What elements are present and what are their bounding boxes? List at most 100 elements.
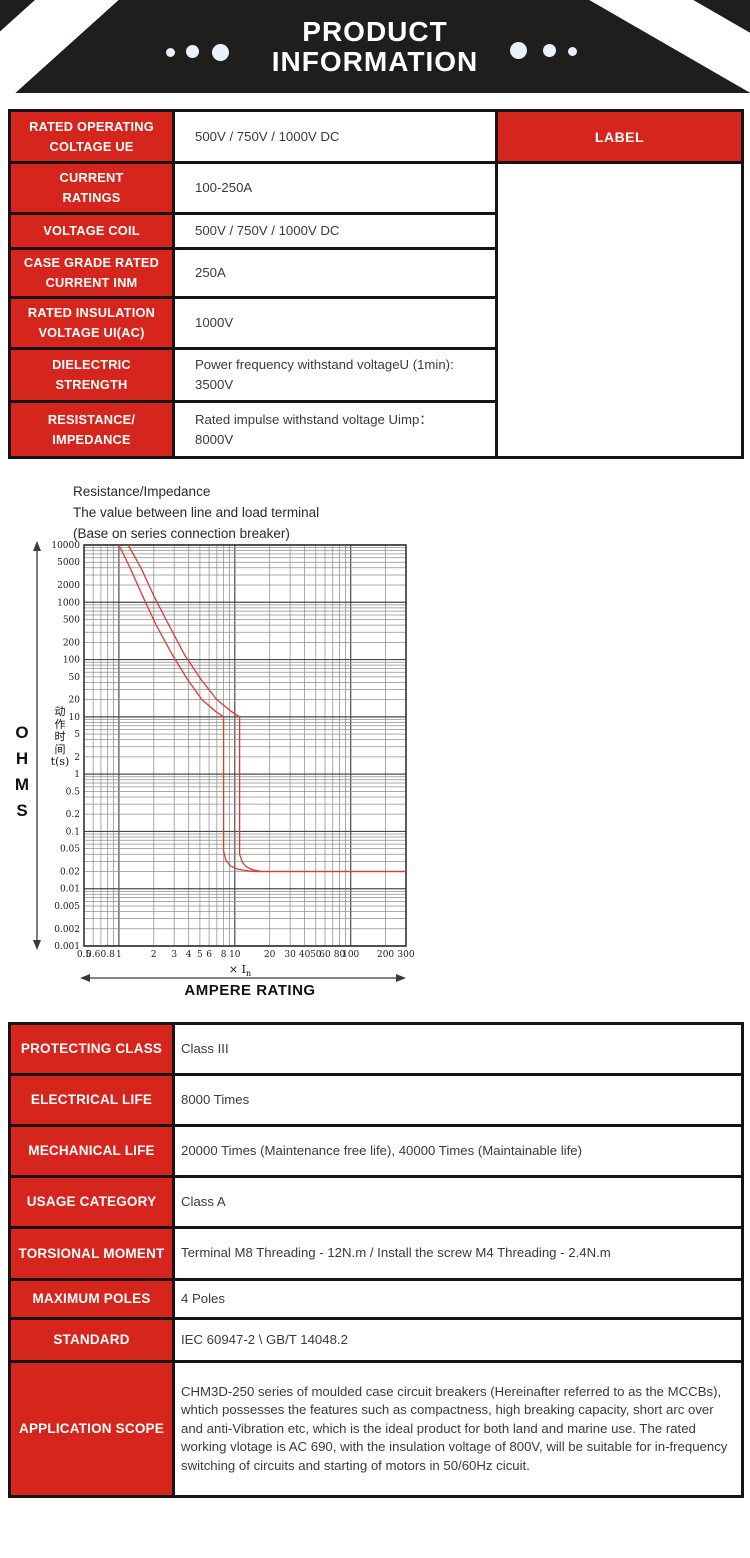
chart-title-line: The value between line and load terminal <box>73 505 320 520</box>
header-banner: PRODUCT INFORMATION <box>0 0 750 93</box>
spec-value: IEC 60947-2 \ GB/T 14048.2 <box>172 1317 744 1363</box>
x-axis-unit-text: × I <box>228 963 246 976</box>
x-tick-label: 4 <box>186 950 192 960</box>
x-tick-label: 100 <box>342 950 359 960</box>
x-tick-label: 0.6 <box>86 950 101 960</box>
x-axis-unit: × In <box>140 963 340 978</box>
y-tick-label: 10000 <box>51 541 80 551</box>
x-tick-label: 50 <box>310 950 322 960</box>
x-axis-unit-subscript: n <box>245 969 252 979</box>
table-row: PROTECTING CLASS Class III <box>8 1022 744 1076</box>
spec-value: 100-250A <box>172 161 498 215</box>
trip-curve-min <box>118 544 406 873</box>
x-tick-label: 60 <box>319 950 331 960</box>
table-row: RESISTANCE/ IMPEDANCE Rated impulse with… <box>8 400 743 459</box>
spec-value: 8000 Times <box>172 1073 744 1127</box>
y-tick-label: 50 <box>69 673 81 683</box>
y-tick-label: 20 <box>69 696 81 706</box>
table-row: CASE GRADE RATED CURRENT INM 250A <box>8 247 743 299</box>
spec-value: 1000V <box>172 296 498 350</box>
y-tick-label: 1 <box>74 770 80 780</box>
label-column-empty-cell <box>495 161 744 459</box>
y-tick-label: 10 <box>69 713 81 723</box>
spec-label: VOLTAGE COIL <box>8 212 175 250</box>
spec-value: Class III <box>172 1022 744 1076</box>
y-axis-outer-label: O H M S <box>14 723 30 820</box>
horizontal-double-arrow <box>80 974 406 982</box>
spec-value: 20000 Times (Maintenance free life), 400… <box>172 1124 744 1178</box>
y-tick-label: 5 <box>74 730 80 740</box>
y-tick-label: 2000 <box>57 581 80 591</box>
y-tick-label: 5000 <box>57 558 80 568</box>
trip-curve-plot: 100005000200010005002001005020105210.50.… <box>33 541 415 982</box>
vertical-double-arrow <box>33 541 41 950</box>
table-row: STANDARD IEC 60947-2 \ GB/T 14048.2 <box>8 1317 744 1363</box>
table-row: MAXIMUM POLES 4 Poles <box>8 1278 744 1320</box>
spec-value: 4 Poles <box>172 1278 744 1320</box>
spec-label: RESISTANCE/ IMPEDANCE <box>8 400 175 459</box>
y-tick-label: 0.01 <box>60 885 80 895</box>
spec-label: USAGE CATEGORY <box>8 1175 175 1229</box>
y-tick-label: 0.001 <box>54 942 80 952</box>
spec-label: STANDARD <box>8 1317 175 1363</box>
spec-label: DIELECTRIC STRENGTH <box>8 347 175 403</box>
y-tick-label: 0.2 <box>66 810 80 820</box>
x-axis-outer-label: AMPERE RATING <box>184 982 316 999</box>
label-column-header: LABEL <box>495 109 744 164</box>
spec-label: ELECTRICAL LIFE <box>8 1073 175 1127</box>
x-tick-label: 0.8 <box>100 950 115 960</box>
y-tick-label: 0.5 <box>66 787 81 797</box>
table-row: RATED OPERATING COLTAGE UE 500V / 750V /… <box>8 109 744 164</box>
x-tick-label: 10 <box>229 950 241 960</box>
spec-label: PROTECTING CLASS <box>8 1022 175 1076</box>
x-tick-label: 5 <box>197 950 203 960</box>
table-row: TORSIONAL MOMENT Terminal M8 Threading -… <box>8 1226 744 1281</box>
table-row: DIELECTRIC STRENGTH Power frequency with… <box>8 347 743 403</box>
spec-value: Rated impulse withstand voltage Uimp： 80… <box>172 400 498 459</box>
y-tick-label: 0.02 <box>60 867 80 877</box>
x-tick-label: 8 <box>221 950 227 960</box>
table-row: MECHANICAL LIFE 20000 Times (Maintenance… <box>8 1124 744 1178</box>
chart-title-line: (Base on series connection breaker) <box>73 526 290 541</box>
spec-value: 500V / 750V / 1000V DC <box>172 212 498 250</box>
spec-value: Power frequency withstand voltageU (1min… <box>172 347 498 403</box>
x-tick-label: 6 <box>206 950 212 960</box>
page-title: PRODUCT INFORMATION <box>271 16 479 77</box>
spec-value: 250A <box>172 247 498 299</box>
y-tick-label: 1000 <box>57 598 80 608</box>
spec-value: CHM3D-250 series of moulded case circuit… <box>172 1360 744 1498</box>
x-tick-label: 30 <box>284 950 296 960</box>
spec-value: Class A <box>172 1175 744 1229</box>
decorative-dot <box>186 45 199 58</box>
trip-curve-chart: Resistance/Impedance The value between l… <box>0 480 750 1015</box>
spec-label: APPLICATION SCOPE <box>8 1360 175 1498</box>
x-tick-label: 3 <box>171 950 177 960</box>
plot-frame <box>83 544 407 947</box>
x-tick-label: 300 <box>397 950 414 960</box>
spec-label: MECHANICAL LIFE <box>8 1124 175 1178</box>
y-tick-label: 0.05 <box>60 845 80 855</box>
trip-curve-max <box>127 544 406 873</box>
decorative-dot <box>212 44 229 61</box>
x-tick-label: 0.5 <box>77 950 92 960</box>
x-tick-label: 40 <box>299 950 311 960</box>
y-tick-label: 0.005 <box>54 902 80 912</box>
spec-label: RATED INSULATION VOLTAGE UI(AC) <box>8 296 175 350</box>
table-row: USAGE CATEGORY Class A <box>8 1175 744 1229</box>
spec-label: CASE GRADE RATED CURRENT INM <box>8 247 175 299</box>
spec-table-primary: RATED OPERATING COLTAGE UE 500V / 750V /… <box>8 109 744 459</box>
y-tick-label: 200 <box>63 638 80 648</box>
chart-title-block: Resistance/Impedance The value between l… <box>73 481 319 544</box>
y-tick-label: 500 <box>63 616 80 626</box>
decorative-dot <box>166 48 175 57</box>
spec-value: 500V / 750V / 1000V DC <box>172 109 498 164</box>
y-tick-label: 0.002 <box>54 925 80 935</box>
table-row: APPLICATION SCOPE CHM3D-250 series of mo… <box>8 1360 744 1498</box>
x-tick-label: 80 <box>334 950 346 960</box>
table-row: RATED INSULATION VOLTAGE UI(AC) 1000V <box>8 296 743 350</box>
spec-label: MAXIMUM POLES <box>8 1278 175 1320</box>
y-tick-label: 2 <box>74 753 80 763</box>
spec-label: TORSIONAL MOMENT <box>8 1226 175 1281</box>
x-tick-label: 20 <box>264 950 276 960</box>
